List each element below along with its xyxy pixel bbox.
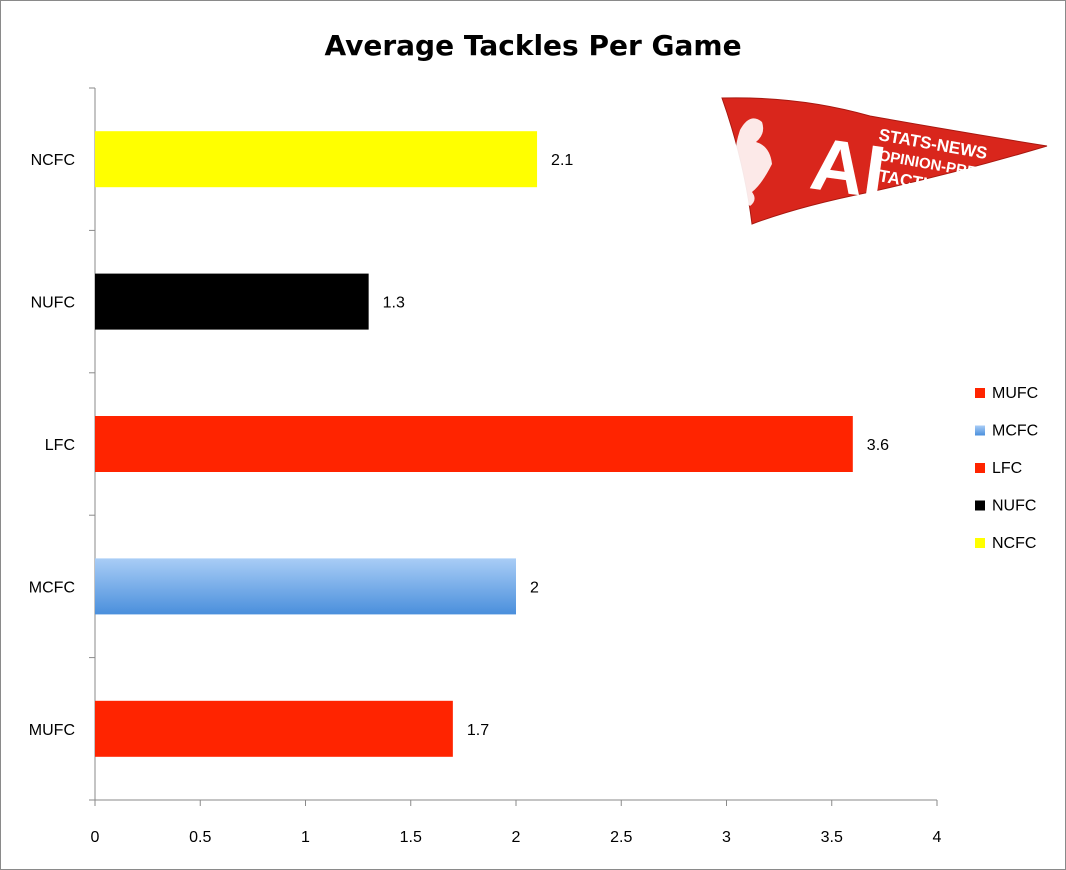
legend-label: LFC xyxy=(992,460,1022,477)
legend: MUFC MCFC LFC NUFC NCFC xyxy=(975,385,1038,552)
data-label: 1.3 xyxy=(383,295,405,312)
plot-area: 0 0.5 1 1.5 2 2.5 3 3.5 4 MUFC 1.7 MCFC 2 LFC 3.6 NUFC 1… xyxy=(29,87,942,846)
x-tick-label: 4 xyxy=(933,829,942,846)
data-label: 3.6 xyxy=(867,437,889,454)
logo-pennant: AI STATS-NEWS OPINION-PREVIEWS TACTICS xyxy=(721,97,1048,225)
bar-mcfc xyxy=(95,558,516,615)
y-tick-label: MCFC xyxy=(29,579,75,596)
y-tick-label: NUFC xyxy=(31,295,75,312)
x-tick-label: 2 xyxy=(512,829,521,846)
legend-swatch-lfc xyxy=(975,463,985,473)
data-label: 2 xyxy=(530,579,539,596)
legend-swatch-ncfc xyxy=(975,538,985,548)
y-tick-label: NCFC xyxy=(31,152,75,169)
legend-label: MUFC xyxy=(992,385,1038,402)
legend-swatch-mufc xyxy=(975,388,985,398)
x-tick-label: 3.5 xyxy=(821,829,843,846)
x-tick-label: 2.5 xyxy=(610,829,632,846)
logo-letters: AI xyxy=(806,122,891,214)
bar-lfc xyxy=(95,416,853,472)
bar-mufc xyxy=(95,700,453,757)
legend-swatch-nufc xyxy=(975,500,985,511)
x-tick-label: 0 xyxy=(91,829,100,846)
x-tick-label: 1 xyxy=(301,829,310,846)
legend-swatch-mcfc xyxy=(975,425,985,436)
data-label: 2.1 xyxy=(551,152,573,169)
bar-ncfc xyxy=(95,131,538,188)
liverbird-icon xyxy=(735,118,772,206)
x-tick-label: 3 xyxy=(722,829,731,846)
y-tick-label: MUFC xyxy=(29,722,75,739)
x-tick-label: 0.5 xyxy=(189,829,211,846)
x-tick-label: 1.5 xyxy=(400,829,422,846)
legend-label: MCFC xyxy=(992,423,1038,440)
legend-label: NUFC xyxy=(992,498,1036,515)
chart-title: Average Tackles Per Game xyxy=(324,29,741,62)
bar-nufc xyxy=(95,273,369,330)
y-tick-label: LFC xyxy=(45,437,75,454)
data-label: 1.7 xyxy=(467,722,489,739)
legend-label: NCFC xyxy=(992,535,1036,552)
